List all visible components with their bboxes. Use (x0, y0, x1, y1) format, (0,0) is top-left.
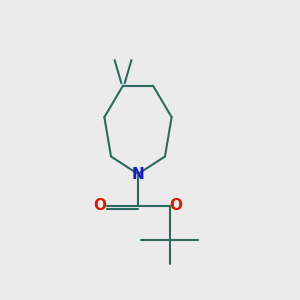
Text: O: O (169, 198, 183, 213)
Text: N: N (132, 167, 144, 182)
Text: O: O (93, 198, 106, 213)
